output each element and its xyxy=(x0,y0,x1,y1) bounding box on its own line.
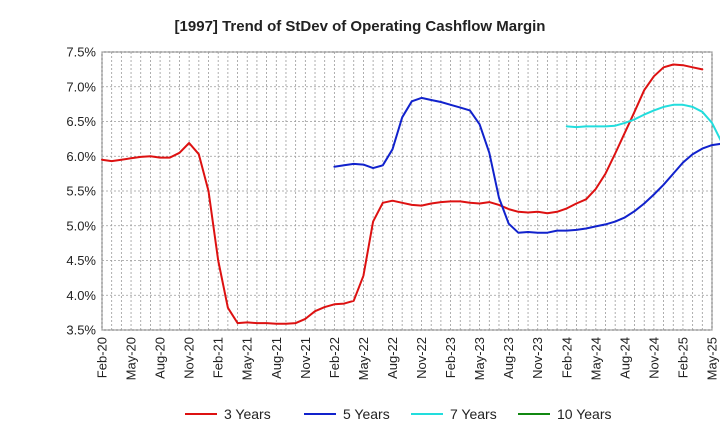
y-tick-label: 4.5% xyxy=(66,253,96,268)
x-tick-label: May-22 xyxy=(356,337,371,380)
y-tick-label: 6.5% xyxy=(66,114,96,129)
x-tick-label: Aug-22 xyxy=(385,337,400,379)
x-tick-label: Nov-24 xyxy=(646,337,661,379)
x-tick-label: Feb-23 xyxy=(443,337,458,378)
x-tick-label: Nov-23 xyxy=(530,337,545,379)
series-line-5-years xyxy=(333,96,720,234)
x-tick-label: May-20 xyxy=(124,337,139,380)
y-tick-label: 7.0% xyxy=(66,79,96,94)
legend-label: 5 Years xyxy=(343,406,390,422)
legend: 3 Years 5 Years 7 Years 10 Years xyxy=(185,406,612,422)
x-tick-label: Aug-21 xyxy=(269,337,284,379)
y-tick-label: 7.5% xyxy=(66,45,96,60)
y-tick-label: 3.5% xyxy=(66,323,96,338)
y-tick-label: 4.0% xyxy=(66,288,96,303)
x-tick-label: May-25 xyxy=(705,337,720,380)
y-tick-label: 5.5% xyxy=(66,184,96,199)
x-tick-label: Nov-21 xyxy=(298,337,313,379)
x-tick-label: Aug-23 xyxy=(501,337,516,379)
x-tick-label: Feb-20 xyxy=(95,337,110,378)
gridlines xyxy=(101,51,713,331)
x-tick-label: Aug-20 xyxy=(153,337,168,379)
y-tick-label: 6.0% xyxy=(66,149,96,164)
x-tick-label: Feb-24 xyxy=(559,337,574,378)
x-tick-label: May-21 xyxy=(240,337,255,380)
legend-label: 10 Years xyxy=(557,406,612,422)
x-tick-label: Nov-20 xyxy=(182,337,197,379)
legend-label: 3 Years xyxy=(224,406,271,422)
series-line-7-years xyxy=(565,103,720,142)
x-axis: Feb-20 May-20 Aug-20 Nov-20 Feb-21 May-21 Aug-… xyxy=(95,337,720,380)
x-tick-label: Feb-22 xyxy=(327,337,342,378)
x-tick-label: May-24 xyxy=(588,337,603,380)
y-axis: 3.5% 4.0% 4.5% 5.0% 5.5% 6.0% 6.5% 7.0% 7.5% xyxy=(66,45,96,338)
y-tick-label: 5.0% xyxy=(66,218,96,233)
series-line-3-years xyxy=(101,63,704,325)
x-tick-label: Nov-22 xyxy=(414,337,429,379)
x-tick-label: Feb-21 xyxy=(211,337,226,378)
x-tick-label: May-23 xyxy=(472,337,487,380)
x-tick-label: Aug-24 xyxy=(617,337,632,379)
legend-label: 7 Years xyxy=(450,406,497,422)
chart-title: [1997] Trend of StDev of Operating Cashf… xyxy=(175,18,546,35)
x-tick-label: Feb-25 xyxy=(675,337,690,378)
series-lines xyxy=(101,63,720,325)
